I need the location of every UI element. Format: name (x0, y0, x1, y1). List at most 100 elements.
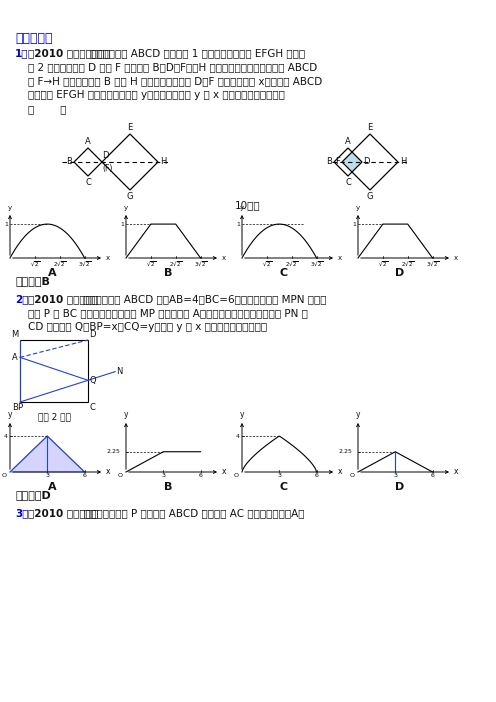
Text: 1: 1 (120, 222, 124, 227)
Text: B: B (66, 157, 72, 166)
Text: 顶点 P 在 BC 边上移动时，直角边 MP 始终经过点 A，设直角三角板的另一直角边 PN 与: 顶点 P 在 BC 边上移动时，直角边 MP 始终经过点 A，设直角三角板的另一… (28, 308, 308, 318)
Text: 沿 F→H 方向平移至点 B 与点 H 重合时停止，设点 D、F 之间的距离为 x，正方形 ABCD: 沿 F→H 方向平移至点 B 与点 H 重合时停止，设点 D、F 之间的距离为 … (28, 76, 322, 86)
Text: B: B (326, 157, 332, 166)
Text: 4: 4 (4, 434, 8, 439)
Text: $\sqrt{2}$: $\sqrt{2}$ (146, 259, 156, 268)
Text: 如图，四边形 ABCD 是边长为 1 的正方形，四边形 EFGH 是边长: 如图，四边形 ABCD 是边长为 1 的正方形，四边形 EFGH 是边长 (90, 48, 305, 58)
Text: $\sqrt{2}$: $\sqrt{2}$ (262, 259, 272, 268)
Text: y: y (8, 205, 12, 211)
Text: 3: 3 (393, 473, 397, 478)
Text: 3: 3 (45, 473, 49, 478)
Text: G: G (127, 192, 133, 201)
Text: $3\sqrt{2}$: $3\sqrt{2}$ (426, 259, 439, 268)
Text: 10题图: 10题图 (235, 200, 261, 210)
Text: $3\sqrt{2}$: $3\sqrt{2}$ (78, 259, 92, 268)
Text: $3\sqrt{2}$: $3\sqrt{2}$ (193, 259, 207, 268)
Text: C: C (345, 178, 351, 187)
Text: 4: 4 (236, 434, 240, 439)
Text: A: A (48, 482, 57, 492)
Text: （2010 江苏宿迁）: （2010 江苏宿迁） (28, 294, 98, 304)
Text: x: x (222, 468, 227, 477)
Text: （2010 重庆市潼南县）: （2010 重庆市潼南县） (28, 48, 111, 58)
Text: D: D (395, 268, 405, 278)
Text: C: C (85, 178, 91, 187)
Text: 6: 6 (314, 473, 318, 478)
Text: H: H (400, 157, 406, 166)
Text: y: y (356, 410, 360, 419)
Text: $2\sqrt{2}$: $2\sqrt{2}$ (285, 259, 299, 268)
Text: D: D (89, 330, 96, 339)
Text: O: O (234, 473, 239, 478)
Text: (F): (F) (102, 164, 113, 173)
Text: $\sqrt{2}$: $\sqrt{2}$ (377, 259, 388, 268)
Text: D: D (102, 151, 109, 160)
Text: （第 2 题）: （第 2 题） (38, 412, 70, 421)
Text: $2\sqrt{2}$: $2\sqrt{2}$ (53, 259, 66, 268)
Text: $\sqrt{2}$: $\sqrt{2}$ (30, 259, 40, 268)
Text: 2.25: 2.25 (338, 449, 352, 454)
Text: 1: 1 (4, 222, 8, 227)
Text: 一、选择题: 一、选择题 (15, 32, 53, 45)
Text: CD 相交于点 Q，BP=x，CQ=y，那么 y 与 x 之间的函数图象大致是: CD 相交于点 Q，BP=x，CQ=y，那么 y 与 x 之间的函数图象大致是 (28, 322, 267, 332)
Text: A: A (48, 268, 57, 278)
Text: x: x (454, 468, 458, 477)
Text: $2\sqrt{2}$: $2\sqrt{2}$ (169, 259, 183, 268)
Text: A: A (12, 353, 18, 362)
Text: F: F (335, 157, 340, 166)
Text: x: x (106, 468, 111, 477)
Text: B: B (12, 403, 18, 412)
Text: 2．: 2． (15, 294, 28, 304)
Text: O: O (2, 473, 7, 478)
Text: x: x (338, 468, 343, 477)
Text: Q: Q (89, 376, 96, 385)
Text: B: B (164, 268, 172, 278)
Text: 1: 1 (352, 222, 356, 227)
Text: y: y (240, 205, 244, 211)
Text: M: M (11, 330, 18, 339)
Text: x: x (338, 255, 342, 261)
Text: P: P (17, 403, 22, 412)
Text: 【答案】B: 【答案】B (15, 276, 50, 286)
Bar (20, 340, 88, 402)
Text: A: A (345, 137, 351, 146)
Text: D: D (395, 482, 405, 492)
Text: （2010 福建德化）: （2010 福建德化） (28, 508, 98, 518)
Text: y: y (356, 205, 360, 211)
Text: E: E (368, 123, 372, 132)
Text: 3: 3 (277, 473, 281, 478)
Text: 6: 6 (431, 473, 434, 478)
Text: 为 2 的正方形，点 D 与点 F 重合，点 B、D（F）、H 在同一条直线上，将正方形 ABCD: 为 2 的正方形，点 D 与点 F 重合，点 B、D（F）、H 在同一条直线上，… (28, 62, 317, 72)
Text: O: O (118, 473, 123, 478)
Text: 已知：如图，点 P 是正方形 ABCD 的对角线 AC 上的一个动点（A、: 已知：如图，点 P 是正方形 ABCD 的对角线 AC 上的一个动点（A、 (84, 508, 305, 518)
Text: x: x (454, 255, 458, 261)
Text: 2.25: 2.25 (106, 449, 120, 454)
Text: C: C (89, 403, 95, 412)
Text: 1: 1 (236, 222, 240, 227)
Text: C: C (280, 482, 288, 492)
Text: 与正方形 EFGH 重叠部分的面积为 y，则能大致反映 y 与 x 之间函数关系的图象是: 与正方形 EFGH 重叠部分的面积为 y，则能大致反映 y 与 x 之间函数关系… (28, 90, 285, 100)
Text: 3: 3 (161, 473, 165, 478)
Text: E: E (127, 123, 132, 132)
Text: y: y (8, 410, 12, 419)
Text: O: O (350, 473, 355, 478)
Text: 6: 6 (83, 473, 86, 478)
Text: A: A (85, 137, 91, 146)
Text: 1．: 1． (15, 48, 28, 58)
Text: H: H (160, 157, 166, 166)
Text: 【答案】D: 【答案】D (15, 490, 51, 500)
Polygon shape (10, 436, 85, 472)
Text: y: y (124, 205, 128, 211)
Text: C: C (280, 268, 288, 278)
Polygon shape (342, 152, 362, 172)
Text: y: y (124, 410, 128, 419)
Text: x: x (222, 255, 226, 261)
Text: y: y (240, 410, 244, 419)
Text: B: B (164, 482, 172, 492)
Text: x: x (106, 255, 110, 261)
Text: G: G (367, 192, 373, 201)
Text: 6: 6 (198, 473, 202, 478)
Text: $3\sqrt{2}$: $3\sqrt{2}$ (310, 259, 323, 268)
Text: （        ）: （ ） (28, 104, 66, 114)
Text: 3．: 3． (15, 508, 28, 518)
Text: D: D (363, 157, 370, 166)
